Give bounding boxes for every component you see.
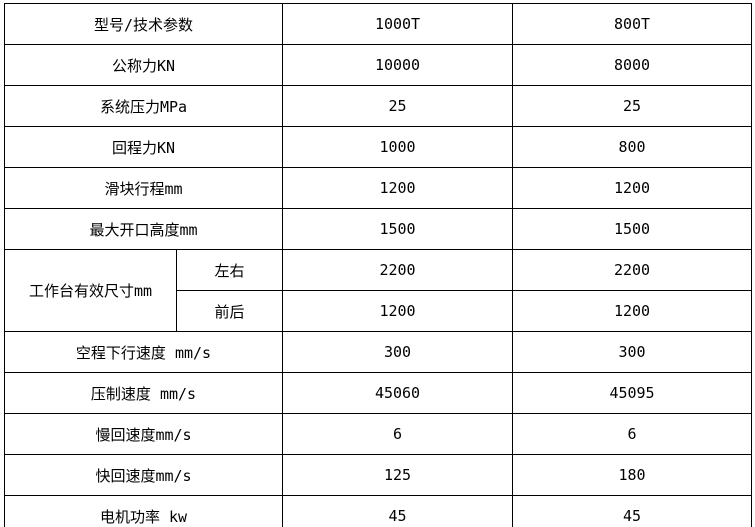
- row-label-fast-return-speed: 快回速度mm/s: [3, 454, 284, 496]
- row-label-return-force: 回程力KN: [3, 126, 284, 168]
- table-row-pressing-speed: 压制速度 mm/s 45060 45095: [3, 372, 753, 414]
- cell-worktable-lr-800t: 2200: [512, 249, 753, 291]
- cell-max-opening-height-1000t: 1500: [282, 208, 514, 250]
- row-label-pressing-speed: 压制速度 mm/s: [3, 372, 284, 414]
- row-label-motor-power: 电机功率 kw: [3, 495, 284, 527]
- cell-pressing-speed-1000t: 45060: [282, 372, 514, 414]
- row-label-nominal-force: 公称力KN: [3, 44, 284, 86]
- cell-motor-power-800t: 45: [512, 495, 753, 527]
- cell-idle-down-speed-800t: 300: [512, 331, 753, 373]
- cell-worktable-lr-1000t: 2200: [282, 249, 514, 291]
- table-row-idle-down-speed: 空程下行速度 mm/s 300 300: [3, 331, 753, 373]
- cell-fast-return-speed-800t: 180: [512, 454, 753, 496]
- cell-max-opening-height-800t: 1500: [512, 208, 753, 250]
- table-row-return-force: 回程力KN 1000 800: [3, 126, 753, 168]
- row-sublabel-front-back: 前后: [175, 290, 284, 332]
- cell-system-pressure-1000t: 25: [282, 85, 514, 127]
- cell-worktable-fb-1000t: 1200: [282, 290, 514, 332]
- cell-return-force-1000t: 1000: [282, 126, 514, 168]
- cell-idle-down-speed-1000t: 300: [282, 331, 514, 373]
- row-label-max-opening-height: 最大开口高度mm: [3, 208, 284, 250]
- table-row-nominal-force: 公称力KN 10000 8000: [3, 44, 753, 86]
- row-label-model-header: 型号/技术参数: [3, 3, 284, 45]
- row-label-worktable-size-group: 工作台有效尺寸mm: [4, 249, 177, 332]
- cell-slow-return-speed-800t: 6: [512, 413, 753, 455]
- table-row-slider-stroke: 滑块行程mm 1200 1200: [3, 167, 753, 209]
- header-model-800t: 800T: [512, 3, 753, 45]
- header-model-1000t: 1000T: [282, 3, 514, 45]
- row-sublabel-left-right: 左右: [175, 249, 284, 291]
- table-row-system-pressure: 系统压力MPa 25 25: [3, 85, 753, 127]
- table-row-worktable-fb: 前后 1200 1200: [5, 290, 753, 332]
- row-label-idle-down-speed: 空程下行速度 mm/s: [3, 331, 284, 373]
- row-label-slow-return-speed: 慢回速度mm/s: [3, 413, 284, 455]
- spec-table: 型号/技术参数 1000T 800T 公称力KN 10000 8000 系统压力…: [3, 3, 753, 527]
- table-row-worktable-lr: 工作台有效尺寸mm 左右 2200 2200: [4, 249, 753, 332]
- cell-nominal-force-1000t: 10000: [282, 44, 514, 86]
- table-row-slow-return-speed: 慢回速度mm/s 6 6: [3, 413, 753, 455]
- cell-worktable-fb-800t: 1200: [512, 290, 753, 332]
- cell-return-force-800t: 800: [512, 126, 753, 168]
- row-label-system-pressure: 系统压力MPa: [3, 85, 284, 127]
- cell-pressing-speed-800t: 45095: [512, 372, 753, 414]
- cell-fast-return-speed-1000t: 125: [282, 454, 514, 496]
- table-row-motor-power: 电机功率 kw 45 45: [3, 495, 753, 527]
- table-row-max-opening-height: 最大开口高度mm 1500 1500: [3, 208, 753, 250]
- cell-motor-power-1000t: 45: [282, 495, 514, 527]
- row-label-slider-stroke: 滑块行程mm: [3, 167, 284, 209]
- table-row-header: 型号/技术参数 1000T 800T: [3, 3, 753, 45]
- cell-slow-return-speed-1000t: 6: [282, 413, 514, 455]
- cell-slider-stroke-800t: 1200: [512, 167, 753, 209]
- table-row-fast-return-speed: 快回速度mm/s 125 180: [3, 454, 753, 496]
- cell-slider-stroke-1000t: 1200: [282, 167, 514, 209]
- cell-nominal-force-800t: 8000: [512, 44, 753, 86]
- cell-system-pressure-800t: 25: [512, 85, 753, 127]
